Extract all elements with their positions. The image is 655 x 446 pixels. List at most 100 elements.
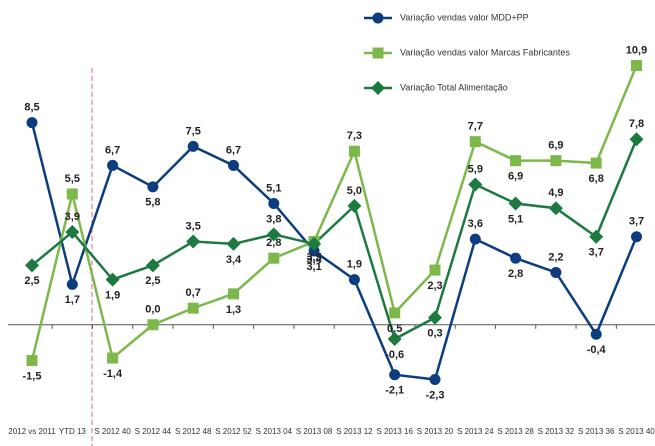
value-label: 3,4 (306, 254, 322, 266)
value-label: 2,5 (24, 275, 39, 287)
series-line (31, 138, 638, 341)
x-tick-label: S 2013 28 (497, 427, 534, 436)
marker (429, 264, 441, 276)
marker (66, 188, 78, 200)
marker (429, 373, 441, 385)
value-label: -0,6 (385, 349, 404, 361)
x-tick-label: S 2012 52 (215, 427, 252, 436)
x-tick-label: S 2012 44 (135, 427, 172, 436)
value-label: 5,0 (347, 185, 362, 197)
marker (510, 252, 522, 264)
x-tick-label: S 2013 32 (538, 427, 575, 436)
marker (186, 234, 201, 249)
value-label: -2,3 (426, 389, 445, 401)
series-line (30, 65, 638, 361)
x-tick-label: S 2013 20 (417, 427, 454, 436)
marker (228, 159, 239, 171)
value-label: 7,3 (347, 130, 362, 142)
value-label: 0,3 (427, 328, 442, 340)
value-label: 6,8 (589, 173, 604, 185)
marker (147, 181, 159, 193)
value-label: 6,7 (226, 144, 241, 156)
value-label: 1,7 (65, 294, 80, 306)
legend-marker (371, 81, 385, 95)
value-label: 5,1 (266, 182, 281, 194)
value-label: 2,2 (548, 251, 563, 263)
value-label: 10,9 (626, 44, 647, 56)
marker (347, 198, 362, 213)
marker (387, 332, 402, 347)
marker (631, 231, 642, 243)
marker (348, 145, 360, 157)
value-label: 5,5 (65, 173, 80, 185)
x-tick-label: S 2013 12 (336, 427, 373, 436)
value-label: 3,5 (306, 251, 321, 263)
value-label: 0,0 (145, 304, 160, 316)
marker (468, 177, 483, 192)
value-label: 1,9 (347, 258, 362, 270)
marker (469, 136, 481, 148)
x-tick-label: 2012 vs 2011 (8, 427, 56, 436)
marker (105, 272, 120, 287)
legend-label: Variação vendas valor MDD+PP (400, 12, 529, 22)
value-label: 6,9 (508, 171, 523, 183)
value-label: 2,8 (266, 237, 281, 249)
value-label: 3,4 (226, 254, 242, 266)
x-tick-label: S 2012 48 (175, 427, 212, 436)
value-label: 3,1 (306, 261, 321, 273)
marker (469, 233, 481, 245)
marker (428, 310, 442, 325)
x-tick-label: S 2013 04 (256, 427, 293, 436)
value-label: 6,7 (105, 144, 120, 156)
x-tick-label: S 2013 36 (578, 427, 615, 436)
marker (307, 236, 322, 251)
value-label: 3,5 (186, 220, 201, 232)
value-label: 1,3 (226, 304, 241, 316)
marker (510, 155, 522, 167)
marker (107, 352, 119, 364)
marker (629, 132, 644, 147)
marker (147, 319, 159, 331)
value-label: 3,6 (468, 218, 483, 230)
marker (589, 229, 604, 244)
series-line (30, 122, 638, 381)
x-tick-label: S 2013 16 (376, 427, 413, 436)
value-label: 5,1 (508, 213, 523, 225)
marker (389, 307, 401, 319)
x-tick-label: S 2013 08 (296, 427, 333, 436)
value-label: 3,8 (266, 213, 281, 225)
marker (550, 266, 562, 278)
marker (26, 354, 38, 366)
marker (268, 197, 280, 209)
value-label: 0,5 (387, 323, 402, 335)
value-label: 2,8 (508, 268, 523, 280)
value-label: 8,5 (24, 102, 39, 114)
legend-label: Variação vendas valor Marcas Fabricantes (400, 47, 570, 57)
value-label: -1,4 (103, 368, 123, 380)
marker (107, 159, 119, 171)
marker (508, 196, 523, 211)
value-label: -1,5 (23, 370, 42, 382)
value-label: 7,5 (186, 125, 201, 137)
marker (631, 60, 642, 72)
value-label: 2,3 (427, 280, 442, 292)
marker (187, 140, 199, 152)
x-tick-label: S 2013 24 (457, 427, 494, 436)
value-label: 3,7 (589, 247, 604, 259)
marker (145, 258, 160, 273)
marker (226, 236, 241, 251)
value-label: 6,9 (548, 140, 563, 152)
marker (228, 288, 239, 300)
value-label: 7,8 (629, 118, 644, 130)
value-label: 3,7 (629, 216, 644, 228)
marker (590, 157, 602, 169)
x-tick-label: S 2012 40 (94, 427, 131, 436)
marker (266, 227, 281, 242)
marker (268, 252, 280, 264)
marker (25, 258, 39, 273)
legend-marker (372, 12, 384, 24)
marker (187, 302, 199, 314)
value-label: 4,9 (548, 187, 563, 199)
marker (389, 369, 401, 381)
